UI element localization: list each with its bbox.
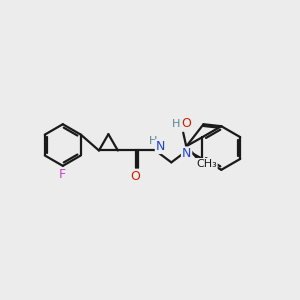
Text: CH₃: CH₃ bbox=[196, 159, 217, 169]
Text: O: O bbox=[131, 170, 141, 183]
Text: N: N bbox=[182, 148, 191, 160]
Text: N: N bbox=[156, 140, 165, 153]
Text: H: H bbox=[149, 136, 158, 146]
Text: H: H bbox=[172, 119, 181, 129]
Text: F: F bbox=[58, 168, 65, 181]
Text: O: O bbox=[181, 117, 191, 130]
